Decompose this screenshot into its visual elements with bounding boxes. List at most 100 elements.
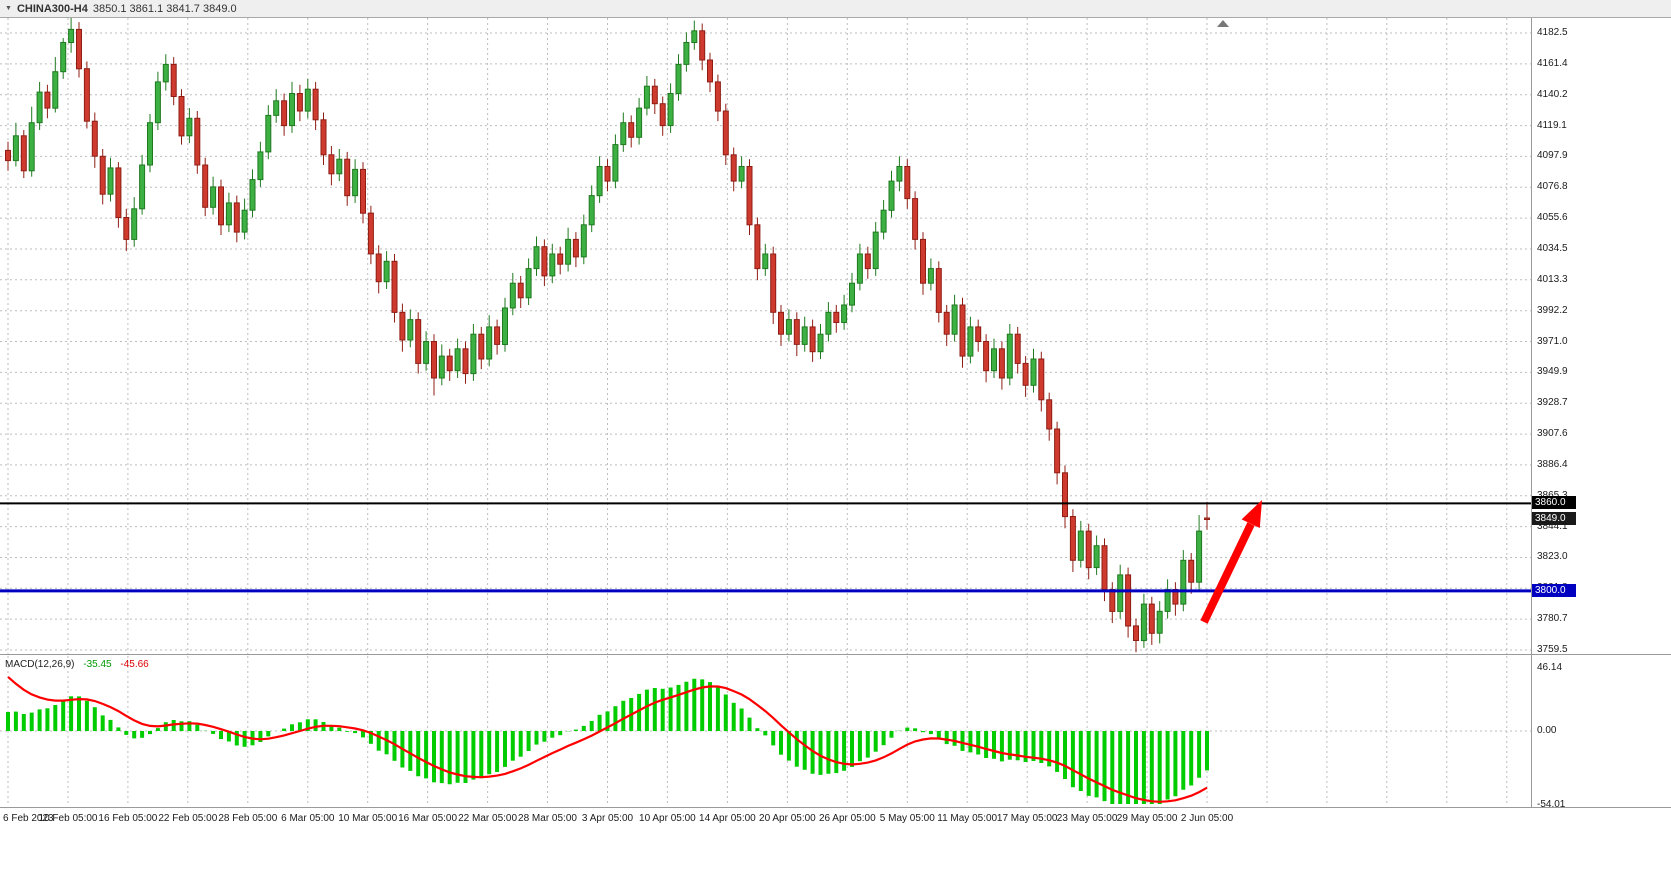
macd-panel-canvas[interactable]: [0, 656, 1531, 806]
candle: [1133, 625, 1139, 642]
candle: [880, 209, 887, 233]
candle: [446, 355, 453, 372]
candle: [754, 224, 761, 270]
candle: [391, 260, 398, 313]
candle: [707, 59, 713, 83]
candle: [872, 231, 879, 270]
macd-scale-min: -54.01: [1537, 799, 1566, 810]
candle: [785, 319, 792, 335]
candle: [60, 42, 67, 73]
candle: [147, 122, 153, 166]
candle: [920, 238, 926, 284]
trend-arrow: [1200, 522, 1255, 624]
candle: [170, 63, 177, 97]
indicator-axis-separator: [0, 807, 1671, 808]
candle: [273, 100, 280, 116]
time-axis-label: 23 May 05:00: [1056, 813, 1118, 824]
candle: [1148, 603, 1155, 634]
macd-scale-zero: 0.00: [1537, 725, 1557, 736]
time-axis-label: 10 Mar 05:00: [338, 813, 398, 824]
candle: [44, 91, 51, 109]
price-axis-label: 4034.5: [1537, 243, 1568, 254]
candle: [991, 348, 997, 372]
candle: [525, 268, 532, 299]
candle: [557, 253, 564, 265]
candle: [935, 268, 942, 313]
candle: [107, 167, 114, 195]
candle: [927, 268, 934, 284]
candle: [415, 319, 422, 364]
candle: [1077, 530, 1084, 561]
candle: [367, 212, 374, 255]
time-axis-label: 5 May 05:00: [879, 813, 935, 824]
candle: [1156, 610, 1163, 634]
candle: [257, 151, 264, 181]
candle: [817, 333, 824, 353]
candle: [289, 93, 295, 127]
candle: [12, 135, 19, 162]
candle: [399, 311, 406, 341]
time-axis-label: 28 Mar 05:00: [518, 813, 577, 824]
price-axis-label: 4013.3: [1537, 274, 1568, 285]
candle: [423, 341, 430, 364]
candle: [1030, 358, 1037, 386]
candle: [912, 198, 919, 240]
candle: [438, 355, 445, 379]
candle: [841, 304, 848, 323]
candle: [998, 348, 1005, 379]
price-axis-label: 4140.2: [1537, 89, 1568, 100]
candle: [91, 120, 98, 157]
time-axis-label: 10 Feb 05:00: [38, 813, 98, 824]
candle: [533, 246, 540, 270]
candle: [344, 158, 351, 197]
price-axis-label: 3928.7: [1537, 397, 1568, 408]
trend-arrow-head: [1241, 500, 1262, 528]
price-axis-label: 3907.6: [1537, 428, 1568, 439]
macd-main-value: -35.45: [83, 659, 112, 670]
time-axis-label: 6 Mar 05:00: [281, 813, 335, 824]
candle: [265, 114, 272, 153]
chart-indicator-separator[interactable]: [0, 654, 1671, 655]
time-axis-label: 22 Feb 05:00: [158, 813, 218, 824]
main-chart-canvas[interactable]: [0, 17, 1531, 654]
macd-signal-value: -45.66: [120, 659, 149, 670]
symbol-dropdown-icon[interactable]: ▼: [5, 5, 12, 12]
candle: [383, 260, 390, 283]
candle: [233, 202, 240, 233]
candle: [904, 166, 911, 200]
candle: [730, 154, 737, 182]
candle: [123, 217, 130, 240]
candle: [604, 166, 611, 182]
time-axis-label: 22 Mar 05:00: [458, 813, 518, 824]
candle: [628, 122, 635, 138]
price-axis-label: 4076.8: [1537, 181, 1568, 192]
candle: [218, 186, 224, 226]
candle: [194, 117, 201, 166]
candle: [1006, 333, 1013, 379]
candle: [959, 304, 966, 357]
candle: [1038, 358, 1045, 401]
candle: [210, 186, 217, 208]
candle: [825, 311, 832, 335]
candle: [833, 311, 840, 323]
candle: [541, 246, 548, 277]
candle: [494, 326, 501, 345]
candle: [722, 110, 729, 156]
candle: [462, 348, 469, 375]
candle: [675, 63, 682, 95]
macd-indicator-label: MACD(12,26,9): [5, 659, 75, 670]
candle: [375, 253, 382, 283]
candle: [1085, 530, 1092, 569]
candle: [178, 96, 185, 137]
candle: [76, 28, 82, 70]
time-axis-label: 16 Feb 05:00: [98, 813, 158, 824]
candle: [249, 179, 256, 211]
candle: [596, 166, 603, 197]
time-axis-label: 10 Apr 05:00: [639, 813, 696, 824]
candle: [312, 88, 319, 121]
candle: [154, 81, 161, 124]
candle: [778, 311, 784, 335]
candle: [99, 155, 106, 195]
candle: [202, 164, 209, 208]
candle: [115, 167, 122, 218]
